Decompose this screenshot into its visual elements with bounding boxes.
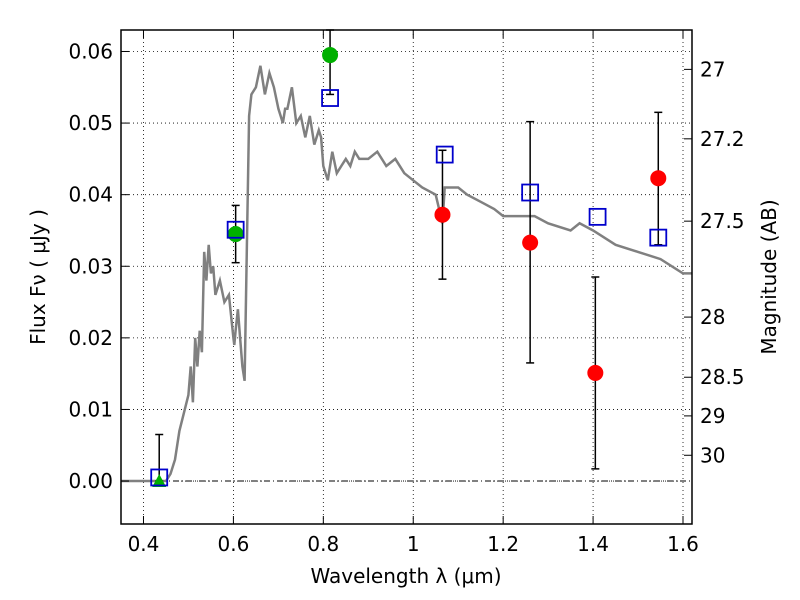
observed-point-green bbox=[322, 47, 339, 64]
observed-point-red bbox=[522, 234, 539, 251]
model-photometry-square bbox=[150, 468, 169, 487]
y2-tick-label: 30 bbox=[700, 443, 725, 467]
x-tick-label: 0.6 bbox=[217, 532, 249, 556]
observed-point-red bbox=[587, 364, 604, 381]
y-tick-label: 0.06 bbox=[68, 39, 113, 63]
model-spectrum-line bbox=[121, 65, 692, 483]
x-tick-label: 1 bbox=[407, 532, 420, 556]
y2-tick-label: 29 bbox=[700, 404, 725, 428]
x-tick-label: 1.2 bbox=[487, 532, 519, 556]
x-axis-label: Wavelength λ (μm) bbox=[310, 564, 501, 588]
y2-axis-ticks: 27 27.2 27.5 28 28.5 29 30 bbox=[684, 57, 745, 467]
model-photometry-square bbox=[435, 145, 454, 164]
observed-point-green bbox=[152, 474, 167, 488]
y-axis-label: Flux Fν ( μJy ) bbox=[26, 209, 50, 345]
observed-point-red bbox=[650, 170, 667, 187]
observed-points bbox=[152, 47, 667, 488]
model-photometry-square bbox=[321, 89, 339, 107]
model-photometry-square bbox=[521, 183, 540, 202]
x-tick-label: 0.4 bbox=[128, 532, 160, 556]
x-tick-label: 1.4 bbox=[577, 532, 609, 556]
y-tick-label: 0.05 bbox=[68, 111, 113, 135]
y2-axis-label: Magnitude (AB) bbox=[757, 199, 781, 354]
y2-tick-label: 27.2 bbox=[700, 127, 745, 151]
observed-point-green bbox=[227, 226, 244, 243]
model-spectrum bbox=[121, 65, 692, 483]
y2-tick-label: 28.5 bbox=[700, 365, 745, 389]
y-axis-ticks: 0.00 0.01 0.02 0.03 0.04 0.05 0.06 bbox=[68, 39, 129, 493]
x-axis-ticks: 0.4 0.6 0.8 1 1.2 1.4 1.6 bbox=[128, 30, 699, 556]
x-tick-label: 1.6 bbox=[667, 532, 699, 556]
plot-frame bbox=[120, 29, 693, 525]
y-tick-label: 0.02 bbox=[68, 326, 113, 350]
y-tick-label: 0.00 bbox=[68, 469, 113, 493]
y-tick-label: 0.01 bbox=[68, 397, 113, 421]
observed-point-red bbox=[434, 206, 451, 223]
y2-tick-label: 28 bbox=[700, 305, 725, 329]
model-photometry-square bbox=[226, 220, 245, 239]
y-tick-label: 0.04 bbox=[68, 183, 113, 207]
model-photometry-square bbox=[649, 228, 668, 247]
model-photometry-square bbox=[588, 207, 607, 226]
model-photometry-points bbox=[150, 89, 668, 487]
x-tick-label: 0.8 bbox=[307, 532, 339, 556]
y2-tick-label: 27 bbox=[700, 57, 725, 81]
y-tick-label: 0.03 bbox=[68, 254, 113, 278]
y2-tick-label: 27.5 bbox=[700, 209, 745, 233]
